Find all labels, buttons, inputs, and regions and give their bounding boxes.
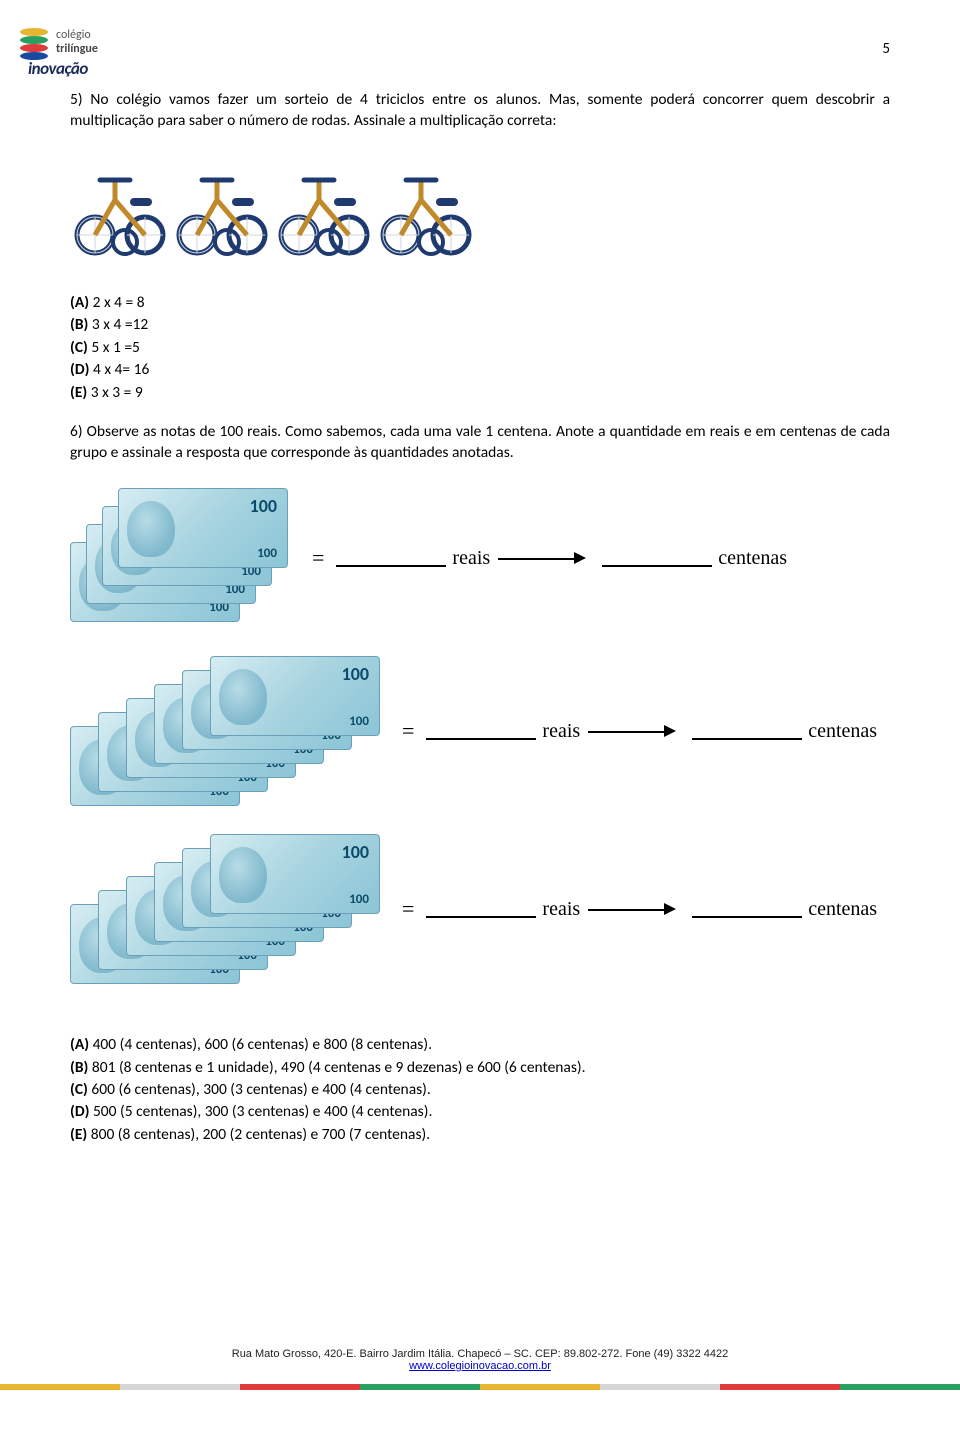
q5-opt-a: (A) 2 x 4 = 8 [70, 292, 890, 314]
money-row: 100100100100100100100100100100100100 = re… [70, 656, 890, 806]
blank-centenas[interactable] [692, 722, 802, 740]
footer-stripe [0, 1384, 120, 1390]
footer-address: Rua Mato Grosso, 420-E. Bairro Jardim It… [232, 1348, 729, 1360]
tricycle-row [70, 150, 890, 270]
q6-opt-e: (E) 800 (8 centenas), 200 (2 centenas) e… [70, 1124, 890, 1146]
label-reais: reais [452, 547, 490, 570]
blank-reais[interactable] [336, 549, 446, 567]
fill-in-line: = reais centenas [396, 896, 877, 922]
equals-sign: = [402, 896, 414, 922]
banknote-100: 100100 [210, 656, 380, 736]
tricycle-icon [172, 150, 282, 265]
footer-link[interactable]: www.colegioinovacao.com.br [409, 1360, 551, 1372]
arrow-icon [588, 724, 678, 738]
money-groups: 100100100100100100100100 = reais centenas… [70, 488, 890, 984]
q6-opt-c: (C) 600 (6 centenas), 300 (3 centenas) e… [70, 1079, 890, 1101]
logo-brand: inovação [28, 58, 88, 79]
school-logo: colégio trilíngue inovação [18, 18, 128, 78]
footer-stripe [720, 1384, 840, 1390]
page-number: 5 [882, 40, 890, 58]
money-row: 100100100100100100100100 = reais centenas [70, 488, 890, 628]
footer-stripe [600, 1384, 720, 1390]
footer-stripe [120, 1384, 240, 1390]
arrow-icon [588, 902, 678, 916]
label-reais: reais [542, 898, 580, 921]
fill-in-line: = reais centenas [306, 545, 787, 571]
q5-opt-d: (D) 4 x 4= 16 [70, 359, 890, 381]
banknote-100: 100100 [210, 834, 380, 914]
blank-reais[interactable] [426, 900, 536, 918]
label-centenas: centenas [808, 720, 877, 743]
q5-opt-c: (C) 5 x 1 =5 [70, 337, 890, 359]
q6-opt-d: (D) 500 (5 centenas), 300 (3 centenas) e… [70, 1101, 890, 1123]
footer-color-bar [0, 1384, 960, 1390]
money-row: 100100100100100100100100100100100100 = re… [70, 834, 890, 984]
equals-sign: = [312, 545, 324, 571]
blank-centenas[interactable] [602, 549, 712, 567]
equals-sign: = [402, 718, 414, 744]
footer-stripe [360, 1384, 480, 1390]
q6-opt-a: (A) 400 (4 centenas), 600 (6 centenas) e… [70, 1034, 890, 1056]
q5-options: (A) 2 x 4 = 8 (B) 3 x 4 =12 (C) 5 x 1 =5… [70, 292, 890, 404]
blank-reais[interactable] [426, 722, 536, 740]
page: colégio trilíngue inovação 5 5) No colég… [0, 0, 960, 1390]
footer-stripe [840, 1384, 960, 1390]
page-footer: Rua Mato Grosso, 420-E. Bairro Jardim It… [0, 1348, 960, 1372]
arrow-icon [498, 551, 588, 565]
label-centenas: centenas [808, 898, 877, 921]
footer-stripe [240, 1384, 360, 1390]
logo-line1: colégio [56, 28, 91, 42]
q5-opt-b: (B) 3 x 4 =12 [70, 314, 890, 336]
logo-line2: trilíngue [56, 42, 98, 56]
q5-opt-e: (E) 3 x 3 = 9 [70, 382, 890, 404]
banknote-100: 100100 [118, 488, 288, 568]
q6-options: (A) 400 (4 centenas), 600 (6 centenas) e… [70, 1034, 890, 1146]
tricycle-icon [274, 150, 384, 265]
q6-opt-b: (B) 801 (8 centenas e 1 unidade), 490 (4… [70, 1057, 890, 1079]
bill-stack: 100100100100100100100100100100100100 [70, 656, 380, 806]
q6-text: 6) Observe as notas de 100 reais. Como s… [70, 422, 890, 464]
blank-centenas[interactable] [692, 900, 802, 918]
label-reais: reais [542, 720, 580, 743]
bill-stack: 100100100100100100100100100100100100 [70, 834, 380, 984]
tricycle-icon [376, 150, 486, 265]
q5-text: 5) No colégio vamos fazer um sorteio de … [70, 90, 890, 132]
footer-stripe [480, 1384, 600, 1390]
label-centenas: centenas [718, 547, 787, 570]
fill-in-line: = reais centenas [396, 718, 877, 744]
tricycle-icon [70, 150, 180, 265]
bill-stack: 100100100100100100100100 [70, 488, 290, 628]
